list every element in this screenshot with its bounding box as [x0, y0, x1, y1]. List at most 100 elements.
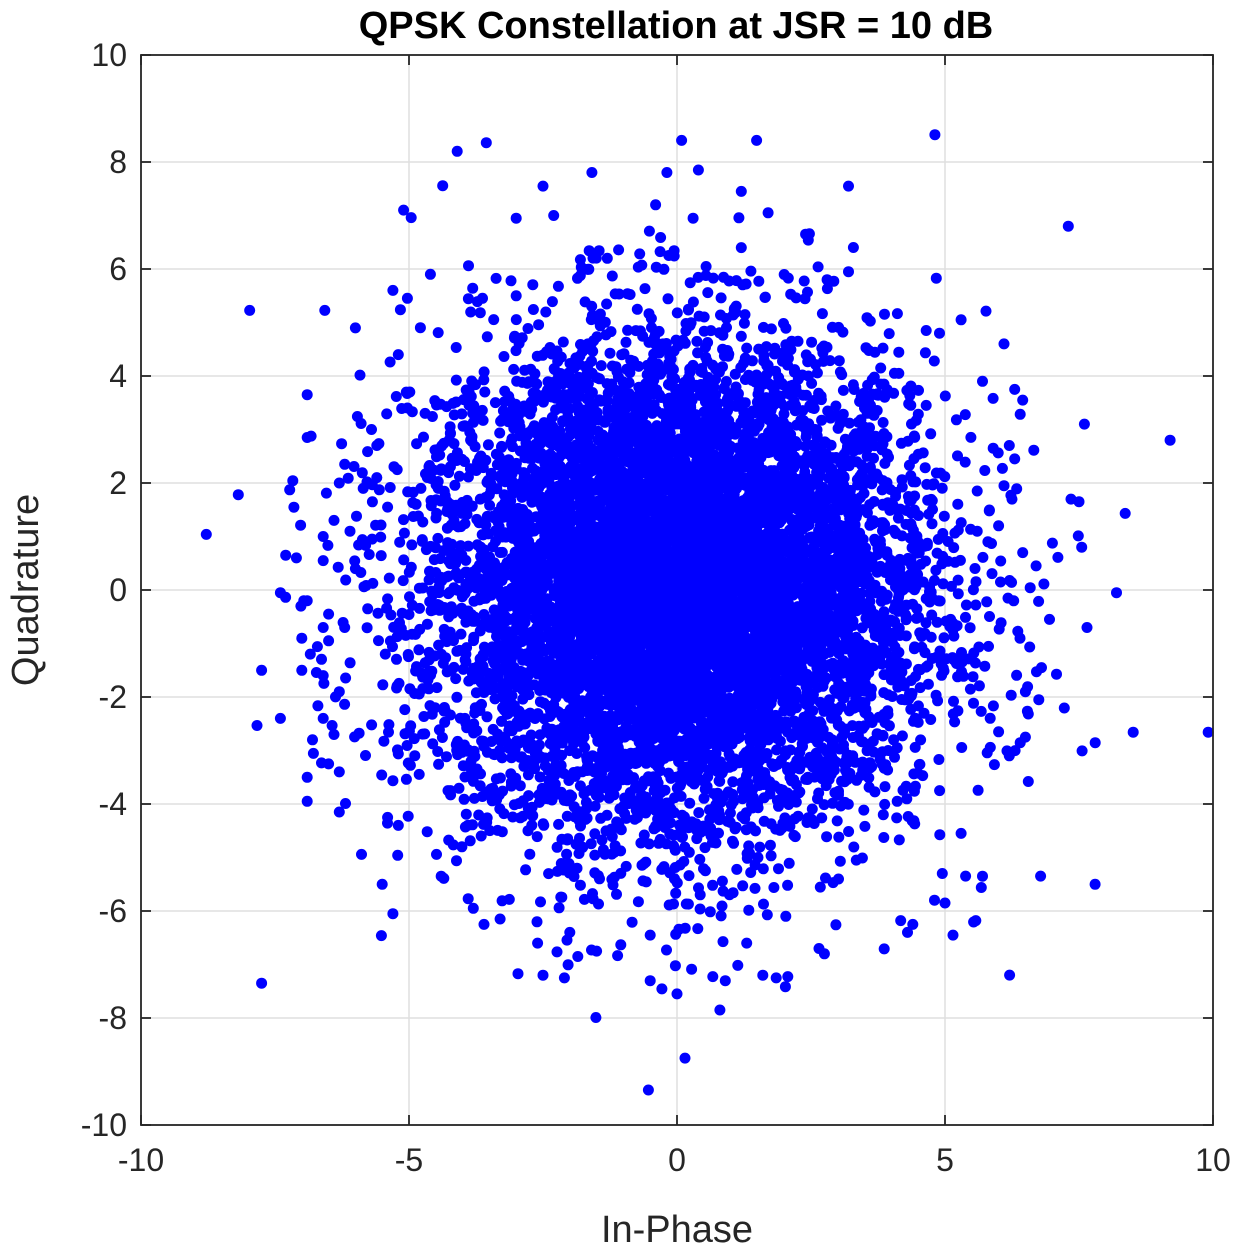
data-point: [354, 369, 366, 381]
data-point: [464, 835, 476, 847]
data-point: [896, 730, 908, 742]
data-point: [425, 540, 437, 552]
data-point: [519, 617, 531, 628]
data-point: [925, 428, 937, 440]
data-point: [379, 648, 391, 660]
data-point: [969, 657, 981, 669]
data-point: [482, 439, 494, 451]
data-point: [462, 893, 474, 905]
data-point: [830, 919, 842, 931]
data-point: [911, 612, 922, 624]
data-point: [777, 784, 789, 796]
data-points: [200, 129, 1214, 1096]
data-point: [362, 446, 374, 458]
data-point: [596, 834, 608, 846]
data-point: [448, 438, 460, 450]
data-point: [360, 750, 371, 761]
data-point: [578, 893, 590, 905]
data-point: [522, 769, 534, 781]
data-point: [692, 923, 704, 935]
data-point: [811, 367, 823, 379]
data-point: [340, 574, 352, 586]
data-point: [969, 563, 981, 574]
data-point: [656, 983, 668, 995]
data-point: [761, 909, 773, 921]
data-point: [534, 771, 546, 783]
data-point: [754, 841, 766, 853]
data-point: [1005, 689, 1017, 701]
data-point: [830, 400, 842, 412]
data-point: [858, 804, 870, 816]
data-point: [375, 531, 387, 543]
data-point: [643, 225, 655, 237]
data-point: [717, 936, 729, 948]
data-point: [782, 879, 794, 891]
data-point: [391, 653, 402, 665]
data-point: [370, 519, 382, 531]
data-point: [394, 304, 406, 316]
data-point: [986, 568, 998, 580]
data-point: [952, 498, 964, 510]
chart-title: QPSK Constellation at JSR = 10 dB: [359, 5, 994, 47]
data-point: [438, 485, 450, 497]
data-point: [475, 830, 487, 842]
data-point: [351, 510, 362, 522]
data-point: [431, 848, 442, 860]
data-point: [590, 1012, 602, 1023]
data-point: [505, 776, 517, 788]
data-point: [632, 896, 644, 908]
data-point: [339, 698, 351, 710]
data-point: [611, 888, 622, 900]
data-point: [606, 831, 618, 843]
data-point: [816, 414, 828, 426]
data-point: [973, 680, 985, 692]
data-point: [913, 384, 924, 396]
data-point: [602, 404, 614, 416]
data-point: [497, 785, 509, 797]
data-point: [411, 438, 423, 450]
data-point: [1076, 745, 1088, 757]
data-point: [731, 863, 743, 875]
data-point: [474, 307, 486, 319]
data-point: [834, 855, 846, 867]
data-point: [833, 831, 845, 843]
data-point: [752, 852, 764, 863]
data-point: [877, 417, 889, 428]
data-point: [398, 527, 410, 539]
data-point: [508, 363, 520, 375]
data-point: [514, 430, 526, 442]
data-point: [717, 885, 729, 897]
data-point: [312, 700, 324, 712]
data-point: [449, 479, 461, 491]
data-point: [848, 841, 860, 853]
data-point: [490, 272, 502, 284]
data-point: [1202, 726, 1214, 738]
data-point: [1011, 669, 1023, 681]
data-point: [934, 829, 946, 841]
data-point: [987, 392, 999, 404]
data-point: [533, 739, 545, 751]
data-point: [585, 838, 597, 850]
data-point: [988, 759, 1000, 771]
data-point: [859, 820, 871, 832]
data-point: [340, 798, 351, 809]
data-point: [751, 134, 763, 146]
data-point: [392, 748, 404, 760]
data-point: [879, 798, 891, 810]
data-point: [572, 272, 583, 284]
data-point: [551, 841, 563, 853]
data-point: [613, 244, 625, 256]
data-point: [552, 280, 564, 292]
data-point: [453, 782, 465, 794]
data-point: [546, 348, 558, 360]
data-point: [377, 679, 389, 691]
data-point: [895, 437, 907, 449]
data-point: [984, 712, 996, 724]
data-point: [948, 630, 960, 642]
data-point: [384, 356, 396, 368]
data-point: [462, 540, 474, 552]
data-point: [847, 242, 859, 253]
data-point: [704, 813, 716, 825]
data-point: [663, 250, 675, 261]
data-point: [919, 347, 931, 359]
